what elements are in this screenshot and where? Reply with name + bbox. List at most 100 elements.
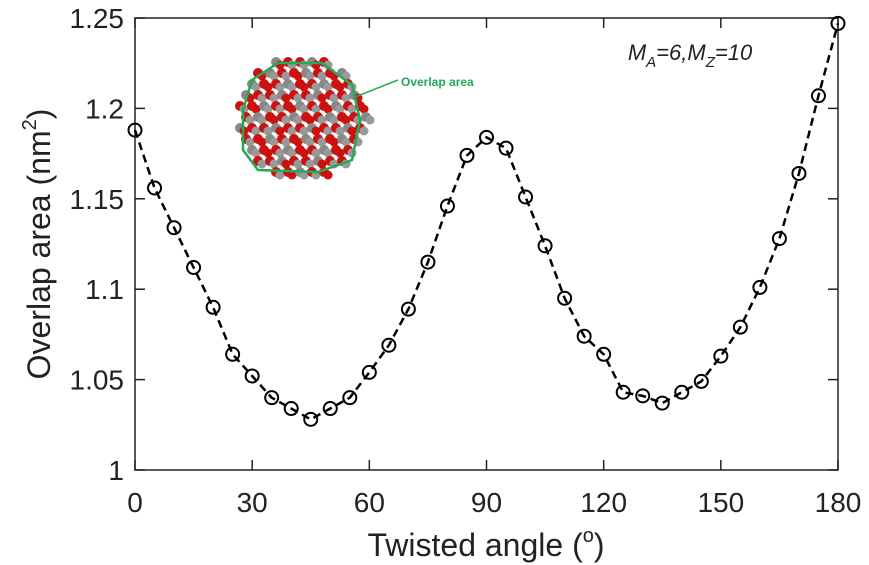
data-point xyxy=(732,319,748,335)
data-point xyxy=(205,299,221,315)
annotation-sub: Z xyxy=(705,54,716,71)
atom xyxy=(311,104,321,114)
data-point xyxy=(518,189,534,205)
atom xyxy=(305,71,315,81)
data-point xyxy=(713,348,729,364)
y-label-sup: 2 xyxy=(19,119,41,130)
atom xyxy=(293,137,303,147)
atom xyxy=(317,159,327,169)
atom xyxy=(257,93,267,103)
data-point xyxy=(439,198,455,214)
annotation-part: =10 xyxy=(715,40,753,65)
atom xyxy=(269,159,279,169)
atom xyxy=(305,93,315,103)
data-line xyxy=(133,23,840,421)
data-point xyxy=(771,231,787,247)
x-label-part: Twisted angle ( xyxy=(368,527,584,563)
y-tick-label: 1.1 xyxy=(85,274,124,305)
atom xyxy=(317,115,327,125)
data-point xyxy=(127,122,143,138)
x-tick-label: 60 xyxy=(354,487,385,518)
atom xyxy=(269,115,279,125)
atom xyxy=(245,115,255,125)
data-point xyxy=(557,290,573,306)
atom xyxy=(287,148,297,158)
data-point xyxy=(693,373,709,389)
atom xyxy=(311,148,321,158)
atom xyxy=(245,137,255,147)
atom xyxy=(257,159,267,169)
atom xyxy=(251,126,261,136)
atom xyxy=(335,82,345,92)
y-tick-label: 1.25 xyxy=(70,3,125,34)
data-point xyxy=(654,395,670,411)
atom xyxy=(359,126,369,136)
atom xyxy=(275,170,285,180)
atom xyxy=(269,137,279,147)
atom xyxy=(305,159,315,169)
atom xyxy=(329,93,339,103)
atom xyxy=(275,126,285,136)
atom xyxy=(365,115,375,125)
atom xyxy=(299,82,309,92)
data-point xyxy=(810,88,826,104)
x-tick-label: 0 xyxy=(127,487,143,518)
data-point xyxy=(830,15,846,31)
atom xyxy=(335,126,345,136)
atom xyxy=(287,104,297,114)
atom xyxy=(329,137,339,147)
atom xyxy=(293,71,303,81)
data-point xyxy=(479,129,494,145)
atom xyxy=(347,104,357,114)
inset-label: Overlap area xyxy=(401,75,474,89)
inset-image: Overlap area xyxy=(235,57,474,180)
data-point xyxy=(498,140,514,156)
atom xyxy=(269,71,279,81)
atom xyxy=(299,126,309,136)
atom xyxy=(269,93,279,103)
atom xyxy=(317,137,327,147)
atom xyxy=(323,126,333,136)
atom xyxy=(359,104,369,114)
atom xyxy=(281,115,291,125)
x-tick-label: 30 xyxy=(237,487,268,518)
x-label-sup: o xyxy=(583,525,594,547)
atom xyxy=(299,104,309,114)
atom xyxy=(251,148,261,158)
data-point xyxy=(400,301,416,317)
atom xyxy=(293,93,303,103)
y-axis-label: Overlap area (nm2) xyxy=(19,109,57,380)
data-point xyxy=(596,346,612,362)
atom xyxy=(287,170,297,180)
data-point xyxy=(674,384,690,400)
data-point xyxy=(186,260,202,276)
atom xyxy=(335,104,345,114)
atom xyxy=(323,148,333,158)
data-point xyxy=(420,254,436,270)
atom xyxy=(263,82,273,92)
y-label-part: ) xyxy=(21,109,57,120)
x-tick-label: 180 xyxy=(815,487,862,518)
data-point xyxy=(791,165,807,181)
atom xyxy=(263,104,273,114)
data-point xyxy=(322,401,338,417)
x-tick-label: 90 xyxy=(471,487,502,518)
data-point xyxy=(361,364,377,380)
atom xyxy=(293,159,303,169)
atom xyxy=(323,82,333,92)
data-point xyxy=(244,368,260,384)
data-point xyxy=(459,147,475,163)
y-tick-label: 1.2 xyxy=(85,93,124,124)
atom xyxy=(305,137,315,147)
atom xyxy=(281,159,291,169)
atom xyxy=(275,104,285,114)
atom xyxy=(281,137,291,147)
atom xyxy=(275,82,285,92)
atom xyxy=(305,115,315,125)
atom xyxy=(293,115,303,125)
atom xyxy=(335,148,345,158)
data-point xyxy=(615,384,631,400)
x-label-part: ) xyxy=(594,527,605,563)
data-point xyxy=(635,388,651,404)
